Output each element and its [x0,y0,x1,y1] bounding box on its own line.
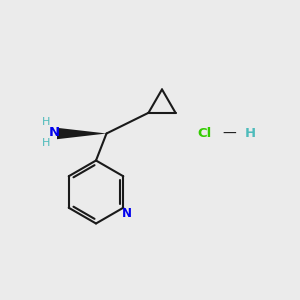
Text: Cl: Cl [197,127,211,140]
Text: H: H [42,137,51,148]
Text: H: H [245,127,256,140]
Text: H: H [42,117,51,127]
Polygon shape [57,128,106,139]
Text: N: N [122,207,132,220]
Text: —: — [223,127,236,140]
Text: N: N [48,125,60,139]
